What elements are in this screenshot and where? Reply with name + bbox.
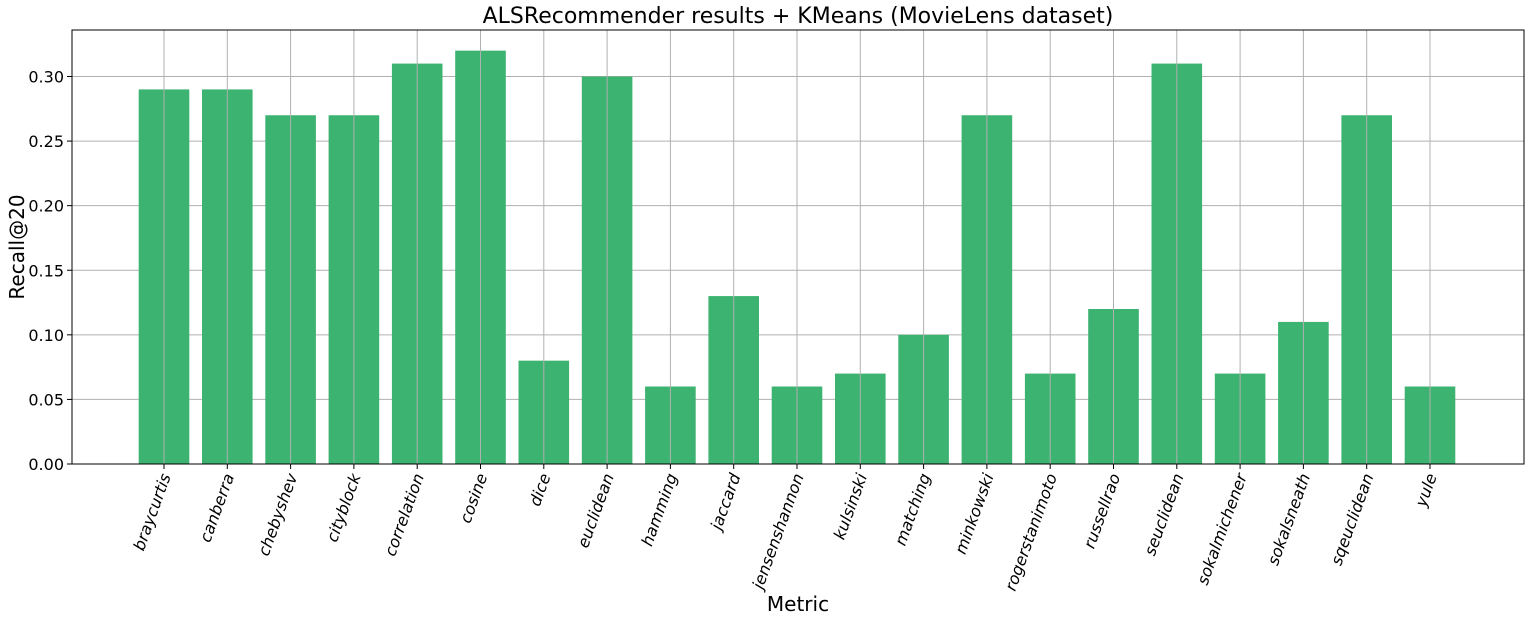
x-tick-label: jaccard [706,470,745,534]
x-tick-label: canberra [196,471,238,545]
x-tick-label: yule [1411,471,1441,510]
x-tick-label: dice [525,471,554,509]
x-tick-label: braycurtis [129,471,174,553]
x-tick-label: cityblock [322,470,365,544]
x-tick-label: rogerstanimoto [1001,471,1061,594]
y-tick-label: 0.00 [28,455,64,474]
plot-frame [71,29,1525,465]
chart-title: ALSRecommender results + KMeans (MovieLe… [483,4,1114,29]
x-tick-label: sokalsneath [1263,471,1314,568]
bars [138,30,1456,465]
y-tick-label: 0.20 [28,197,64,216]
y-axis-label: Recall@20 [5,194,29,299]
y-tick-label: 0.15 [28,261,64,280]
x-tick-label: hamming [637,471,681,549]
x-tick-label: sqeuclidean [1327,471,1378,568]
x-tick-label: correlation [381,471,428,559]
y-tick-label: 0.05 [28,390,64,409]
y-tick-label: 0.25 [28,132,64,151]
x-tick-label: seuclidean [1140,471,1187,558]
x-tick-label: jensenshannon [748,471,808,593]
x-tick-label: kulsinski [830,470,872,542]
x-axis-label: Metric [767,592,829,616]
x-tick-label: cosine [456,471,491,526]
x-tick-label: minkowski [951,470,998,556]
x-tick-label: euclidean [573,471,617,550]
y-axis-ticks: 0.00 0.05 0.10 0.15 0.20 0.25 0.30 [28,68,72,474]
x-tick-label: sokalmichener [1193,470,1251,588]
y-tick-label: 0.30 [28,68,64,87]
x-tick-label: russellrao [1080,471,1125,551]
y-tick-label: 0.10 [28,326,64,345]
x-tick-label: chebyshev [254,470,302,558]
x-tick-label: matching [891,471,935,548]
x-axis-ticks: braycurtis canberra chebyshev cityblock corr… [129,464,1441,594]
